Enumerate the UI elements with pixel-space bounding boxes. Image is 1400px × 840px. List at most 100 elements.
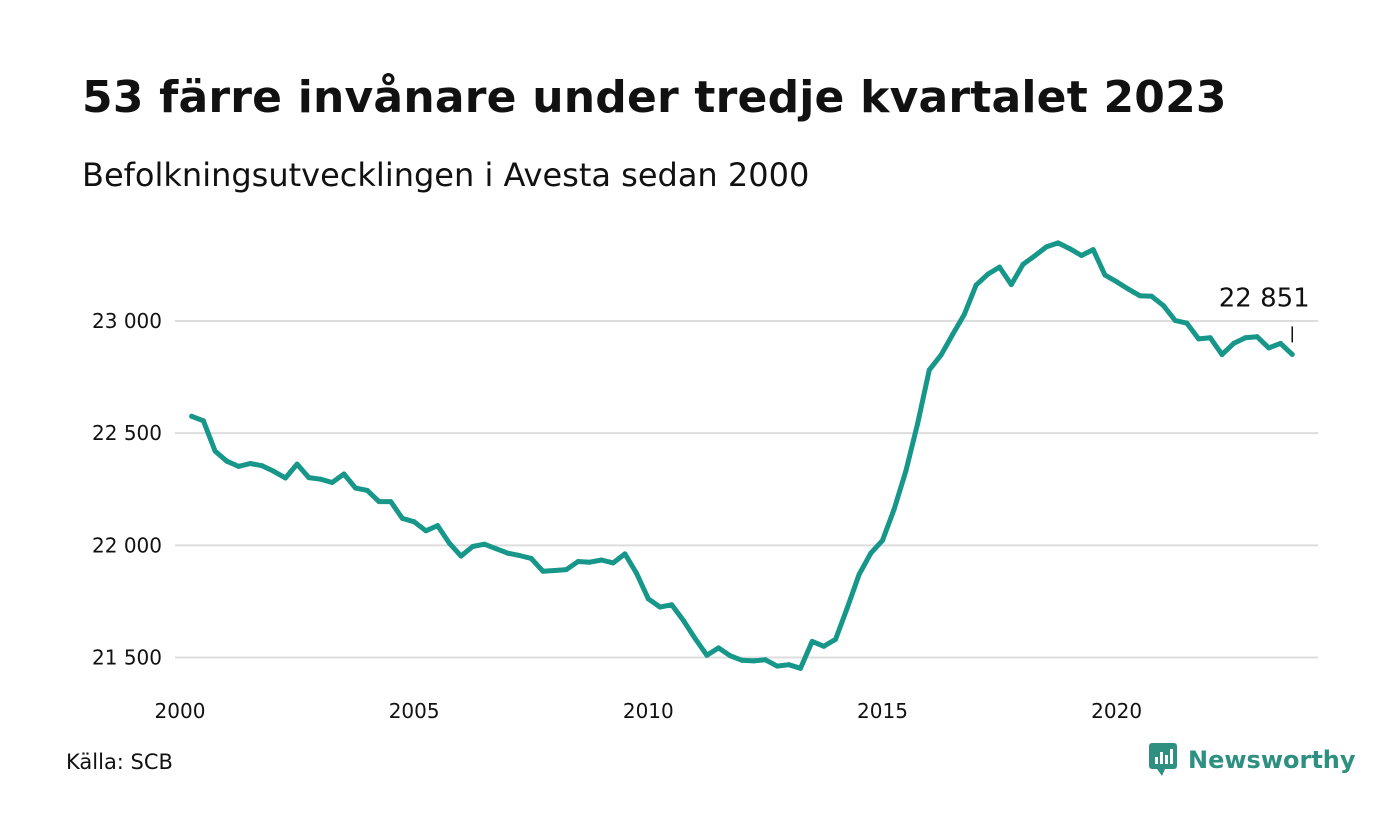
data-point	[1125, 286, 1131, 292]
x-tick-label: 2020	[1091, 699, 1142, 723]
data-point	[341, 471, 347, 477]
data-point	[973, 282, 979, 288]
last-value-annotation: 22 851	[1219, 283, 1310, 313]
y-tick-label: 21 500	[92, 646, 162, 670]
data-point	[1219, 352, 1225, 358]
data-point	[880, 537, 885, 543]
data-point	[446, 540, 452, 546]
data-point	[271, 468, 277, 474]
data-point	[458, 553, 464, 559]
data-point	[950, 331, 956, 337]
data-point	[1090, 247, 1096, 253]
data-point	[739, 657, 745, 663]
data-point	[212, 448, 218, 454]
brand-logo[interactable]: Newsworthy	[1148, 742, 1356, 778]
data-point	[411, 519, 417, 525]
data-point	[680, 618, 686, 623]
data-point	[938, 352, 944, 358]
data-point	[224, 458, 230, 464]
data-point	[587, 559, 593, 565]
chart-subtitle: Befolkningsutvecklingen i Avesta sedan 2…	[82, 156, 810, 194]
source-note: Källa: SCB	[66, 750, 173, 774]
data-point	[961, 311, 967, 317]
x-tick-label: 2015	[857, 699, 908, 723]
data-point	[318, 476, 323, 482]
data-point	[716, 645, 722, 651]
data-point	[1289, 351, 1295, 357]
data-point	[985, 271, 991, 277]
data-point	[1043, 244, 1049, 250]
data-point	[1266, 345, 1272, 351]
data-point	[575, 559, 581, 564]
data-point	[259, 463, 265, 469]
x-axis-tick-labels: 2000 2005 2010 2015 2020	[155, 699, 1143, 723]
data-point	[1020, 261, 1026, 267]
data-point	[903, 468, 909, 474]
data-point	[189, 413, 195, 419]
data-point	[833, 636, 839, 642]
data-point	[364, 487, 370, 493]
data-point	[1055, 240, 1061, 246]
data-point	[247, 461, 253, 466]
data-point	[1032, 253, 1038, 259]
data-point	[704, 652, 710, 658]
data-point	[200, 418, 206, 424]
data-point	[329, 480, 335, 485]
data-point	[669, 602, 675, 608]
data-point	[1114, 279, 1120, 285]
data-point	[1231, 340, 1237, 346]
x-tick-label: 2000	[155, 699, 206, 723]
data-point	[915, 421, 921, 427]
data-point	[563, 567, 569, 573]
data-point	[423, 528, 429, 534]
y-tick-label: 23 000	[92, 309, 162, 333]
data-point	[552, 568, 558, 573]
data-point	[517, 553, 522, 558]
data-point	[236, 463, 241, 469]
data-point	[388, 499, 394, 505]
data-point	[376, 499, 382, 505]
data-point	[1278, 340, 1283, 346]
data-point	[1008, 282, 1014, 288]
data-point	[1067, 246, 1073, 252]
x-tick-label: 2010	[623, 699, 674, 723]
data-point	[868, 550, 874, 556]
data-point	[821, 643, 827, 649]
data-point	[727, 653, 733, 659]
data-point	[306, 475, 312, 481]
data-point	[1137, 293, 1143, 299]
data-point	[1207, 335, 1213, 341]
y-axis-tick-labels: 21 500 22 000 22 500 23 000	[92, 309, 162, 670]
data-point	[294, 461, 300, 467]
data-point	[798, 665, 803, 671]
data-point	[282, 475, 288, 481]
data-point	[926, 367, 932, 373]
grid-lines	[175, 319, 1318, 659]
data-point	[1254, 334, 1260, 340]
brand-name: Newsworthy	[1188, 746, 1356, 774]
data-point	[645, 596, 651, 602]
y-tick-label: 22 000	[92, 533, 162, 557]
data-point	[622, 551, 628, 557]
data-point	[599, 557, 604, 563]
data-point	[751, 658, 757, 664]
data-point	[762, 657, 768, 663]
data-point	[634, 570, 640, 576]
data-point	[692, 636, 698, 641]
data-point	[481, 541, 487, 547]
data-point	[657, 604, 663, 610]
y-tick-label: 22 500	[92, 421, 162, 445]
data-point	[844, 605, 850, 611]
data-point	[1172, 318, 1178, 323]
data-point	[809, 638, 815, 644]
data-point	[1184, 320, 1190, 326]
data-point	[997, 264, 1002, 270]
data-point	[470, 544, 476, 549]
data-point	[1161, 303, 1166, 309]
data-point	[493, 546, 499, 552]
data-point	[1102, 272, 1108, 278]
data-point	[1079, 253, 1084, 258]
data-point	[1242, 335, 1248, 341]
x-tick-label: 2005	[389, 699, 440, 723]
newsworthy-chat-bars-icon	[1149, 743, 1177, 776]
